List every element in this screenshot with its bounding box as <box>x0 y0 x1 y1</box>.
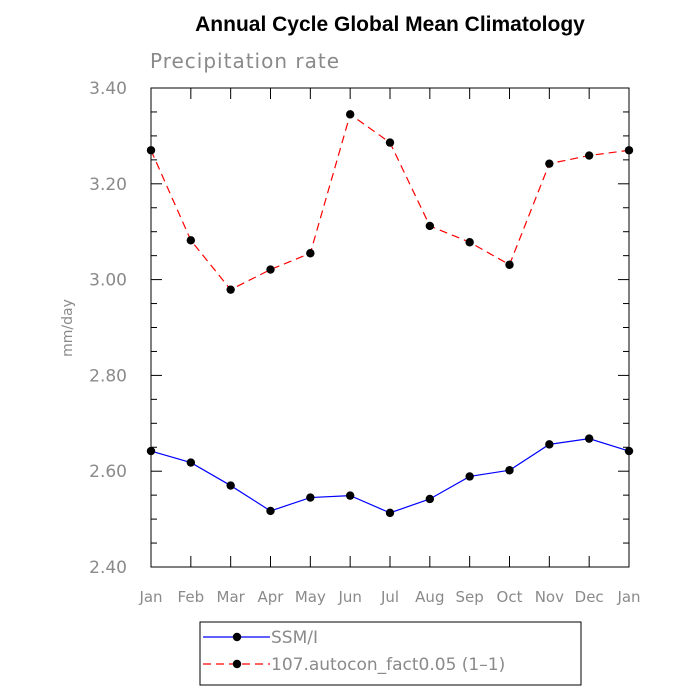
data-point <box>146 446 156 456</box>
chart-subtitle: Precipitation rate <box>150 49 340 73</box>
data-point <box>505 260 514 269</box>
data-point <box>306 249 315 258</box>
data-point <box>306 493 315 502</box>
legend-marker <box>232 632 242 642</box>
data-point <box>425 221 435 231</box>
y-tick-label: 2.40 <box>89 558 127 578</box>
x-tick-label: Aug <box>415 588 444 606</box>
x-tick-label: Feb <box>178 588 205 606</box>
y-tick-label: 3.20 <box>89 175 127 195</box>
x-tick-label: May <box>295 588 326 606</box>
data-point <box>465 238 474 247</box>
y-axis-label: mm/day <box>60 299 76 357</box>
data-point <box>385 508 395 518</box>
data-point <box>226 285 235 294</box>
series-line <box>150 438 630 514</box>
data-point <box>226 481 235 490</box>
data-point <box>345 491 355 500</box>
x-tick-label: Jun <box>337 588 361 606</box>
x-tick-label: Apr <box>258 588 285 606</box>
series-layer <box>146 110 634 518</box>
data-point <box>186 236 196 245</box>
y-tick-label: 2.80 <box>89 366 127 386</box>
y-tick-label: 2.60 <box>89 462 127 482</box>
data-point <box>146 146 156 155</box>
data-point <box>465 472 474 481</box>
axis-ticks: 2.40 2.60 2.80 3.00 3.20 3.40 Jan Feb Mar Apr May J… <box>89 79 640 606</box>
x-tick-label: Jul <box>380 588 399 606</box>
data-point <box>545 440 554 449</box>
x-tick-label: Jan <box>616 588 640 606</box>
data-point <box>186 458 196 467</box>
series-1 <box>146 110 634 294</box>
chart-title: Annual Cycle Global Mean Climatology <box>195 13 585 36</box>
data-point <box>425 494 435 504</box>
data-point <box>505 466 514 475</box>
legend: SSM/I 107.autocon_fact0.05 (1–1) <box>199 621 582 686</box>
data-point <box>584 151 594 160</box>
legend-label: 107.autocon_fact0.05 (1–1) <box>271 655 505 675</box>
legend-box <box>199 621 582 686</box>
plot-border <box>150 87 630 568</box>
x-tick-label: Sep <box>456 588 484 606</box>
data-point <box>266 265 275 274</box>
data-point <box>385 138 395 147</box>
data-point <box>266 506 275 516</box>
legend-label: SSM/I <box>271 628 318 648</box>
data-point <box>545 159 554 168</box>
data-point <box>624 446 634 456</box>
x-tick-label: Dec <box>575 588 604 606</box>
y-tick-label: 3.40 <box>89 79 127 99</box>
data-point <box>624 146 634 155</box>
legend-marker <box>232 659 242 669</box>
x-tick-label: Mar <box>217 588 246 606</box>
x-tick-label: Nov <box>535 588 564 606</box>
data-point <box>584 434 594 443</box>
data-point <box>345 110 355 119</box>
series-0 <box>146 434 634 518</box>
x-tick-label: Jan <box>138 588 162 606</box>
x-tick-label: Oct <box>497 588 523 606</box>
plot-frame <box>150 87 630 568</box>
y-tick-label: 3.00 <box>89 271 127 291</box>
